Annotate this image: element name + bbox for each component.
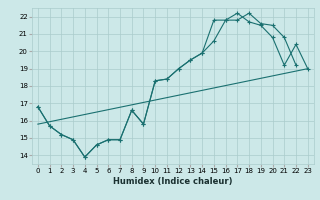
X-axis label: Humidex (Indice chaleur): Humidex (Indice chaleur) (113, 177, 233, 186)
